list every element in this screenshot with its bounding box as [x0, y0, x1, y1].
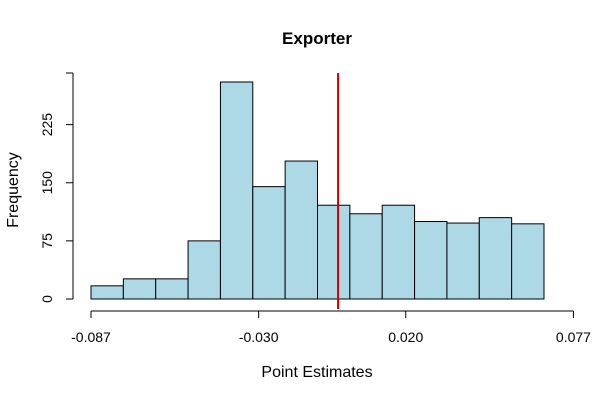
histogram-bar: [414, 221, 448, 300]
y-tick-label: 75: [39, 233, 55, 249]
histogram-bar: [252, 186, 286, 300]
histogram-bar: [187, 240, 221, 300]
histogram-bar: [122, 278, 157, 300]
y-axis: 0 75 150 225: [39, 72, 74, 303]
y-tick-label: 150: [39, 171, 55, 195]
x-axis: -0.087 -0.030 0.020 0.077: [71, 310, 591, 345]
y-axis-label: Frequency: [5, 152, 22, 228]
chart-title: Exporter: [282, 29, 352, 48]
x-axis-label: Point Estimates: [261, 364, 372, 381]
y-tick-label: 225: [39, 113, 55, 137]
histogram-bar: [155, 278, 189, 300]
histogram-bar: [219, 81, 254, 300]
histogram-bar: [446, 222, 480, 300]
histogram-bar: [349, 213, 383, 300]
x-tick-label: 0.020: [388, 329, 423, 345]
histogram-bar: [381, 204, 416, 300]
histogram-bar: [511, 223, 545, 300]
x-tick-label: -0.087: [71, 329, 111, 345]
histogram-bar: [317, 204, 351, 300]
bars-group: [90, 81, 545, 300]
histogram-bar: [478, 217, 513, 300]
y-tick-label: 0: [39, 295, 55, 303]
histogram-bar: [284, 160, 318, 300]
x-tick-label: -0.030: [239, 329, 279, 345]
histogram-bar: [90, 285, 124, 300]
x-tick-label: 0.077: [556, 329, 591, 345]
